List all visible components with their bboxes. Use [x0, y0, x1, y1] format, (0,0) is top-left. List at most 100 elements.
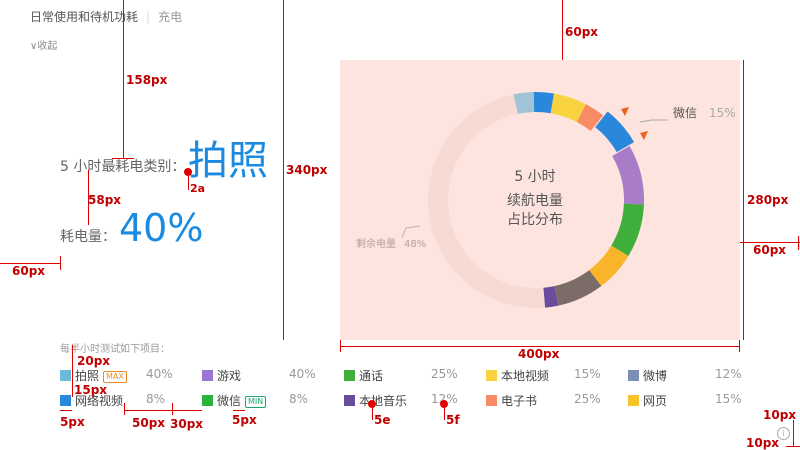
marker-label-5f: 5f	[446, 413, 460, 427]
dim-tick-400-b	[739, 340, 740, 352]
dim-label-20: 20px	[77, 354, 111, 368]
dim-label-340: 340px	[286, 163, 328, 177]
legend-swatch	[202, 395, 213, 406]
legend-item: 微信 MIN	[202, 392, 267, 409]
donut-segment-9	[543, 286, 559, 308]
legend-item: 网页	[628, 392, 667, 409]
legend-name: 本地视频	[501, 369, 550, 383]
legend-name: 游戏	[217, 369, 242, 383]
legend-name: 本地音乐	[359, 394, 408, 408]
legend-swatch	[628, 370, 639, 381]
legend-name: 微博	[643, 369, 668, 383]
legend-name: 网页	[643, 394, 668, 408]
legend-item: 电子书	[486, 392, 537, 409]
consumption-label: 耗电量：	[60, 229, 116, 245]
dim-line-340	[283, 0, 284, 340]
legend-item: 本地音乐	[344, 392, 407, 409]
tab-daily-usage[interactable]: 日常使用和待机功耗	[30, 10, 139, 24]
dim-label-5px-b: 5px	[232, 413, 257, 427]
donut-segment-6	[611, 203, 644, 256]
legend-item: 拍照 MAX	[60, 367, 127, 384]
dim-line-5px-b	[233, 410, 245, 411]
marker-label-2a: 2a	[190, 182, 206, 195]
callout-line	[639, 119, 653, 123]
center-line-3: 占比分布	[507, 212, 563, 228]
legend-pct: 40%	[146, 367, 173, 381]
dim-line-left-60	[0, 263, 60, 264]
remaining-label: 剩余电量	[356, 237, 396, 250]
dim-line-5px-a	[60, 410, 72, 411]
dim-line-50	[124, 410, 172, 411]
donut-segment-7	[588, 245, 629, 287]
dim-line-right-60	[740, 242, 800, 243]
legend-name: 通话	[359, 369, 384, 383]
legend-item: 微博	[628, 367, 667, 384]
legend-pct: 8%	[289, 392, 309, 406]
dim-tick-left-60	[60, 256, 61, 270]
donut-segment-0	[513, 92, 535, 114]
dim-line-10	[793, 420, 794, 447]
legend-name: 拍照	[75, 369, 100, 383]
dim-tick-158	[112, 158, 134, 159]
tab-divider: |	[146, 10, 151, 24]
legend-pct: 40%	[289, 367, 316, 381]
chevron-down-icon: ∨	[30, 41, 38, 52]
legend-swatch	[202, 370, 213, 381]
marker-label-5e: 5e	[374, 413, 391, 427]
collapse-toggle[interactable]: ∨收起	[30, 37, 57, 52]
chart-panel: 微信 15% 剩余电量 48% 5 小时 续航电量 占比分布	[340, 60, 740, 340]
legend-pct: 25%	[431, 367, 458, 381]
dim-label-10-top: 10px	[763, 408, 797, 422]
legend-name: 电子书	[501, 394, 538, 408]
donut-segment-8	[553, 269, 602, 306]
dim-label-10-bottom: 10px	[746, 436, 780, 450]
dim-label-50: 50px	[132, 416, 166, 430]
dim-line-400	[340, 346, 740, 347]
info-icon[interactable]: i	[777, 427, 790, 440]
marker-dot-5f	[440, 400, 448, 408]
dim-label-280: 280px	[747, 193, 789, 207]
dim-line-30	[172, 410, 202, 411]
tab-bar: 日常使用和待机功耗 | 充电	[30, 8, 182, 25]
legend-item: 本地视频	[486, 367, 549, 384]
dim-tick-50-a	[124, 403, 125, 415]
dim-label-right-60: 60px	[753, 243, 787, 257]
legend-name: 网络视频	[75, 394, 124, 408]
remaining-pct: 48%	[404, 239, 426, 250]
legend-pct: 15%	[574, 367, 601, 381]
legend-swatch	[486, 370, 497, 381]
dim-label-15: 15px	[74, 383, 108, 397]
legend-name: 微信	[217, 394, 242, 408]
marker-dot-2a	[184, 168, 192, 176]
dim-line-top-60	[562, 0, 563, 60]
donut-segment-5	[612, 146, 644, 205]
tab-charging[interactable]: 充电	[158, 10, 183, 24]
dim-label-58: 58px	[88, 193, 122, 207]
dim-label-5px-a: 5px	[60, 415, 85, 429]
legend-pct: 25%	[574, 392, 601, 406]
callout-name: 微信	[673, 106, 697, 120]
dim-line-158	[123, 0, 124, 158]
arrow-icon	[621, 107, 629, 116]
donut-segment-1	[533, 92, 555, 114]
collapse-label: 收起	[37, 41, 58, 52]
dim-label-left-60: 60px	[12, 264, 46, 278]
donut-segment-10	[428, 94, 546, 308]
legend-swatch	[628, 395, 639, 406]
donut-segment-4	[594, 111, 635, 153]
legend-pct: 8%	[146, 392, 166, 406]
dim-tick-400-a	[340, 340, 341, 352]
consumption-value: 40%	[119, 206, 204, 250]
legend-tag: MIN	[245, 396, 267, 408]
legend-swatch	[486, 395, 497, 406]
marker-line-5e	[372, 408, 373, 420]
callout-pct: 15%	[709, 106, 736, 120]
arrow-icon-2	[640, 131, 648, 140]
legend-tag: MAX	[103, 371, 127, 383]
marker-line-2a	[188, 176, 189, 190]
top-category-value: 拍照	[188, 138, 268, 184]
legend-swatch	[344, 370, 355, 381]
legend-swatch	[60, 395, 71, 406]
dim-label-30: 30px	[170, 417, 204, 431]
legend-item: 游戏	[202, 367, 241, 384]
